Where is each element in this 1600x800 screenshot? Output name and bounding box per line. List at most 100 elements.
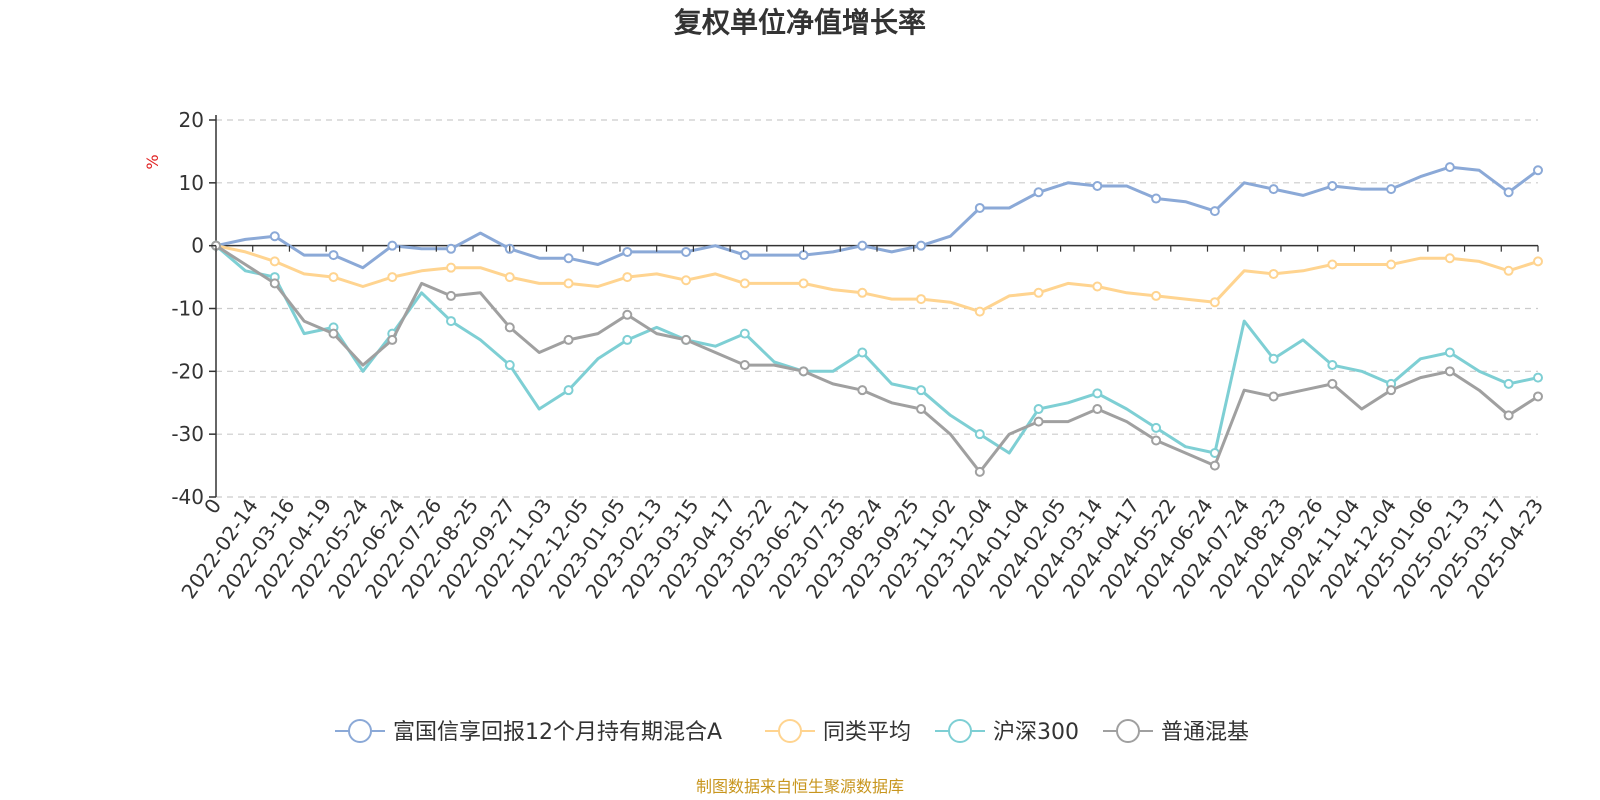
- data-point: [974, 429, 985, 440]
- data-point: [1533, 256, 1543, 267]
- data-point: [916, 294, 927, 305]
- legend-item[interactable]: 同类平均: [765, 719, 911, 745]
- data-point: [1209, 460, 1220, 471]
- legend-swatch-icon: [948, 719, 972, 743]
- data-point: [916, 385, 927, 396]
- data-point: [1386, 385, 1397, 396]
- data-point: [1444, 162, 1455, 173]
- grid-lines: [216, 119, 1538, 498]
- data-point: [1327, 180, 1338, 191]
- data-point: [446, 243, 457, 254]
- plot-series: [211, 162, 1543, 477]
- y-tick-label: -20: [171, 359, 204, 383]
- data-point: [1268, 268, 1279, 279]
- data-point: [1327, 378, 1338, 389]
- y-axis-ticks: 20 10 0 -10 -20 -30 -40: [171, 108, 216, 509]
- data-point: [1444, 253, 1455, 264]
- data-point: [916, 240, 927, 251]
- data-point: [681, 246, 692, 257]
- data-point: [387, 334, 398, 345]
- legend-label: 富国信享回报12个月持有期混合A: [393, 720, 722, 745]
- data-point: [1033, 416, 1044, 427]
- data-point: [1386, 184, 1397, 195]
- data-point: [328, 272, 339, 283]
- data-point: [1503, 378, 1514, 389]
- data-point: [1092, 180, 1103, 191]
- data-point: [857, 287, 868, 298]
- series-3: [211, 240, 1543, 477]
- data-point: [857, 347, 868, 358]
- data-point: [1503, 265, 1514, 276]
- data-point: [974, 306, 985, 317]
- legend-label: 同类平均: [823, 720, 911, 745]
- data-point: [916, 404, 927, 415]
- series-line: [215, 244, 1539, 314]
- data-point: [1151, 422, 1162, 433]
- y-tick-label: 20: [179, 108, 204, 132]
- axes: [215, 115, 1538, 497]
- data-point: [1503, 410, 1514, 421]
- data-point: [269, 231, 280, 242]
- data-point: [1092, 281, 1103, 292]
- data-point: [974, 466, 985, 477]
- data-point: [1033, 187, 1044, 198]
- data-point: [1444, 347, 1455, 358]
- data-point: [563, 278, 574, 289]
- y-tick-label: 10: [179, 171, 204, 195]
- data-point: [739, 360, 750, 371]
- data-point: [622, 309, 633, 320]
- data-point: [328, 328, 339, 339]
- data-point: [1268, 353, 1279, 364]
- data-point: [504, 360, 515, 371]
- legend-swatch-icon: [348, 719, 372, 743]
- legend-swatch-icon: [778, 719, 802, 743]
- data-point: [681, 334, 692, 345]
- legend-item[interactable]: 沪深300: [935, 719, 1079, 745]
- series-0: [211, 162, 1543, 270]
- data-point: [504, 322, 515, 333]
- legend-swatch-icon: [1116, 719, 1140, 743]
- data-point: [387, 240, 398, 251]
- data-point: [1444, 366, 1455, 377]
- y-tick-label: -30: [171, 422, 204, 446]
- source-note: 制图数据来自恒生聚源数据库: [696, 777, 904, 796]
- legend-item[interactable]: 普通混基: [1103, 719, 1249, 745]
- data-point: [857, 385, 868, 396]
- data-point: [387, 272, 398, 283]
- data-point: [1092, 404, 1103, 415]
- legend: 富国信享回报12个月持有期混合A 同类平均 沪深300 普通混基: [335, 719, 1249, 745]
- data-point: [504, 272, 515, 283]
- chart-title: 复权单位净值增长率: [674, 6, 926, 39]
- data-point: [798, 250, 809, 261]
- y-tick-label: -10: [171, 297, 204, 321]
- series-line: [215, 244, 1539, 474]
- data-point: [739, 250, 750, 261]
- data-point: [681, 275, 692, 286]
- y-axis-label: %: [143, 154, 162, 169]
- series-1: [211, 240, 1543, 317]
- data-point: [446, 262, 457, 273]
- data-point: [1503, 187, 1514, 198]
- data-point: [1327, 360, 1338, 371]
- data-point: [1151, 290, 1162, 301]
- data-point: [269, 256, 280, 267]
- data-point: [798, 366, 809, 377]
- data-point: [1209, 297, 1220, 308]
- legend-label: 普通混基: [1161, 720, 1249, 745]
- data-point: [1386, 259, 1397, 270]
- data-point: [1327, 259, 1338, 270]
- data-point: [328, 250, 339, 261]
- legend-item[interactable]: 富国信享回报12个月持有期混合A: [335, 719, 722, 745]
- data-point: [563, 253, 574, 264]
- data-point: [1533, 165, 1543, 176]
- y-tick-label: -40: [171, 485, 204, 509]
- data-point: [1533, 391, 1543, 402]
- data-point: [622, 334, 633, 345]
- data-point: [1533, 372, 1543, 383]
- data-point: [446, 290, 457, 301]
- data-point: [1209, 206, 1220, 217]
- data-point: [739, 328, 750, 339]
- data-point: [739, 278, 750, 289]
- data-point: [1092, 388, 1103, 399]
